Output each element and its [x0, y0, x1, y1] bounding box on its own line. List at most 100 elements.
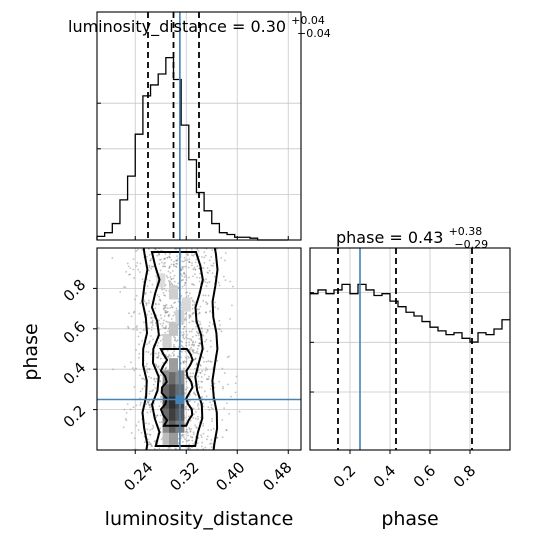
sample-point — [187, 409, 190, 411]
sample-point — [159, 379, 161, 382]
sample-point — [144, 293, 147, 295]
sample-point — [192, 254, 195, 257]
sample-point — [170, 355, 172, 357]
sample-point — [158, 253, 160, 256]
sample-point — [173, 265, 175, 268]
sample-point — [192, 312, 195, 314]
sample-point — [172, 345, 175, 348]
sample-point — [184, 408, 187, 410]
sample-point — [173, 274, 176, 277]
sample-point — [184, 405, 187, 408]
sample-point — [166, 349, 169, 352]
sample-point — [210, 404, 213, 406]
sample-point — [164, 257, 166, 260]
sample-point — [161, 324, 164, 327]
sample-point — [199, 272, 201, 275]
sample-point — [198, 385, 201, 388]
panel-phase-title-minus: −0.29 — [454, 238, 488, 251]
sample-point — [157, 356, 159, 359]
sample-point — [128, 273, 130, 276]
sample-point — [188, 314, 191, 317]
sample-point — [221, 367, 224, 370]
sample-point — [157, 341, 160, 344]
sample-point — [194, 358, 197, 360]
sample-point — [181, 285, 184, 288]
sample-point — [194, 273, 196, 276]
sample-point — [154, 352, 157, 355]
sample-point — [170, 278, 173, 280]
sample-point — [164, 305, 167, 308]
sample-point — [165, 325, 167, 327]
sample-point — [191, 320, 194, 323]
sample-point — [156, 414, 159, 417]
sample-point — [198, 337, 201, 340]
panel-ld-title-prefix: luminosity_distance = 0.30 — [68, 17, 286, 37]
panel-2d-grid — [97, 248, 301, 450]
sample-point — [158, 253, 160, 256]
sample-point — [163, 308, 165, 310]
sample-point — [208, 269, 211, 272]
sample-point — [159, 357, 162, 360]
sample-point — [182, 440, 184, 443]
sample-point — [219, 324, 221, 326]
sample-point — [188, 261, 191, 264]
sample-point — [194, 268, 197, 271]
sample-point — [191, 375, 194, 378]
sample-point — [183, 276, 186, 278]
sample-point — [191, 349, 194, 352]
sample-point — [185, 312, 188, 315]
sample-point — [191, 299, 194, 302]
sample-point — [148, 368, 150, 371]
sample-point — [130, 432, 133, 434]
sample-point — [192, 312, 194, 314]
sample-point — [191, 343, 194, 346]
sample-point — [185, 380, 188, 383]
sample-point — [194, 394, 197, 397]
sample-point — [203, 373, 206, 376]
sample-point — [184, 281, 187, 284]
sample-point — [185, 360, 188, 363]
panel-ld-quantiles — [147, 12, 200, 240]
sample-point — [164, 252, 167, 255]
sample-point — [214, 301, 217, 304]
sample-point — [202, 425, 205, 427]
sample-point — [183, 325, 186, 328]
density-cell — [162, 394, 172, 409]
sample-point — [129, 408, 132, 411]
sample-point — [202, 402, 205, 405]
sample-point — [167, 321, 169, 323]
sample-point — [141, 248, 144, 251]
sample-point — [164, 327, 166, 330]
sample-point — [183, 271, 186, 274]
sample-point — [184, 350, 187, 353]
sample-point — [199, 364, 202, 366]
sample-point — [176, 355, 179, 358]
density-cell — [162, 333, 172, 348]
sample-point — [190, 297, 193, 300]
sample-point — [172, 314, 175, 317]
sample-point — [149, 335, 152, 337]
sample-point — [197, 407, 200, 410]
sample-point — [195, 352, 198, 354]
sample-point — [187, 446, 190, 449]
sample-point — [167, 314, 170, 317]
sample-point — [148, 266, 151, 269]
panel-2d-border — [96, 247, 302, 451]
sample-point — [205, 301, 207, 304]
sample-point — [185, 312, 187, 315]
sample-point — [181, 341, 184, 343]
sample-point — [149, 429, 152, 431]
sample-point — [173, 302, 175, 304]
sample-point — [152, 383, 155, 386]
sample-point — [210, 361, 213, 363]
sample-point — [173, 345, 176, 348]
sample-point — [199, 372, 202, 374]
sample-point — [189, 430, 192, 432]
sample-point — [139, 302, 142, 305]
sample-point — [191, 313, 194, 316]
sample-point — [204, 281, 207, 283]
sample-point — [166, 256, 169, 259]
sample-point — [190, 339, 193, 342]
sample-point — [130, 361, 132, 364]
sample-point — [142, 280, 145, 283]
